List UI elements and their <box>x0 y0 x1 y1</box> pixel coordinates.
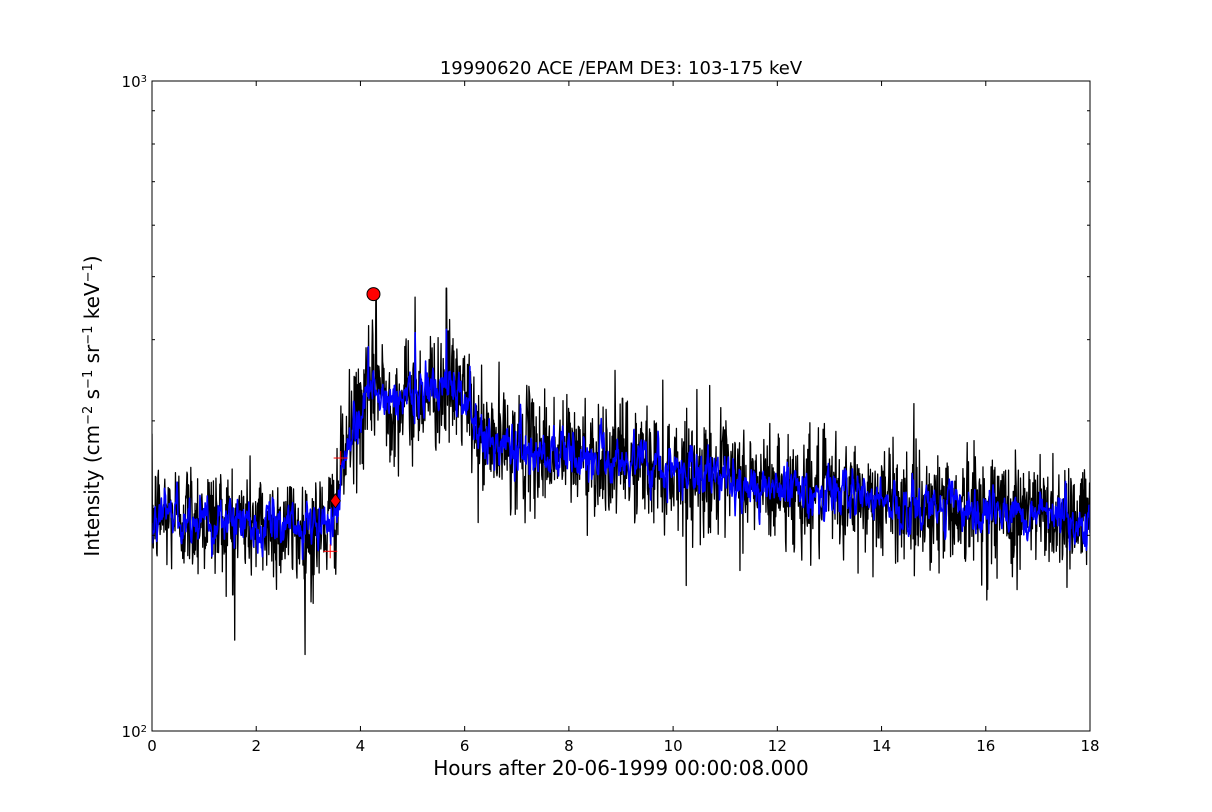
y-axis-label-suffix: ) <box>80 255 104 263</box>
plus-marker <box>333 451 348 466</box>
x-tick-label: 2 <box>251 737 261 755</box>
y-axis-label-mid2: sr <box>80 344 104 370</box>
x-tick-label: 6 <box>460 737 470 755</box>
y-axis-label: Intensity (cm−2 s−1 sr−1 keV−1) <box>80 255 104 556</box>
x-tick-label: 14 <box>872 737 891 755</box>
marker-layer <box>323 287 381 559</box>
y-axis: 102 103 <box>122 73 1090 741</box>
series-smoothed-line <box>152 328 1090 561</box>
series-layer <box>152 287 1090 656</box>
x-tick-label: 0 <box>147 737 157 755</box>
x-axis-label: Hours after 20-06-1999 00:00:08.000 <box>433 756 809 780</box>
peak-circle-marker <box>366 287 381 302</box>
y-tick-label: 103 <box>122 73 147 91</box>
x-tick-label: 8 <box>564 737 574 755</box>
y-axis-label-sup2: −1 <box>81 370 96 389</box>
series-raw-line <box>152 287 1090 656</box>
x-tick-label: 16 <box>976 737 995 755</box>
x-tick-label: 12 <box>768 737 787 755</box>
y-axis-label-mid3: keV <box>80 282 104 326</box>
x-axis: 0 2 4 6 8 10 12 14 16 18 <box>147 81 1100 755</box>
y-tick-label: 102 <box>122 723 147 741</box>
y-axis-label-sup1: −2 <box>81 406 96 425</box>
x-tick-label: 10 <box>664 737 683 755</box>
x-tick-label: 18 <box>1080 737 1099 755</box>
plus-marker <box>323 544 338 559</box>
y-axis-label-mid1: s <box>80 389 104 406</box>
chart-title: 19990620 ACE /EPAM DE3: 103-175 keV <box>440 58 803 79</box>
y-axis-label-sup4: −1 <box>81 263 96 282</box>
y-axis-label-prefix: Intensity (cm <box>80 425 104 557</box>
plot-frame <box>151 80 1091 732</box>
onset-diamond-marker <box>329 493 341 509</box>
x-tick-label: 4 <box>356 737 366 755</box>
y-axis-label-sup3: −1 <box>81 326 96 345</box>
